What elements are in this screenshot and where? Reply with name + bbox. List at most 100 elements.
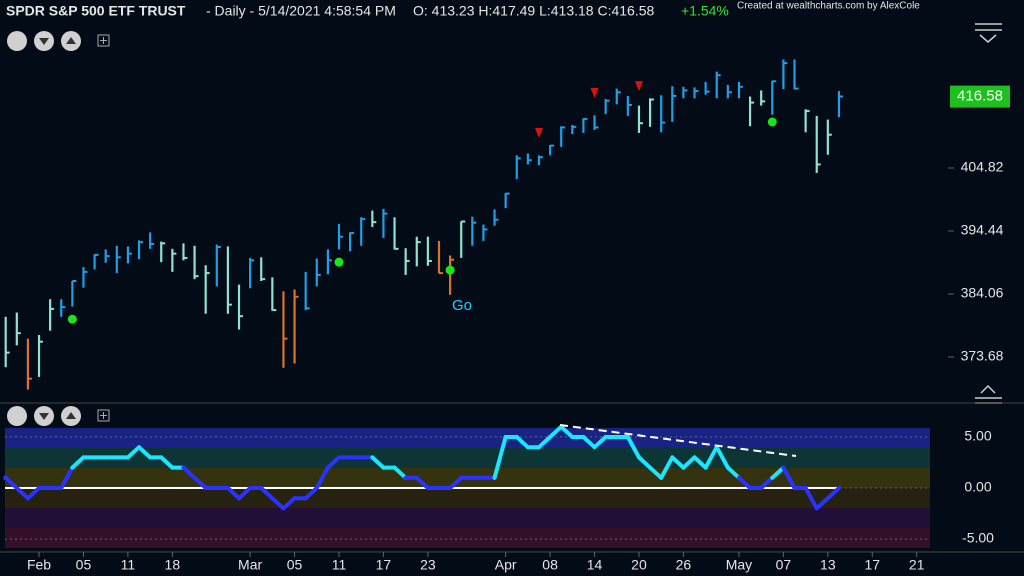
subtitle: - Daily - 5/14/2021 4:58:54 PM [206, 3, 396, 19]
x-tick-label: Apr [495, 557, 517, 573]
x-tick-label: 13 [820, 557, 836, 573]
x-tick-label: 17 [864, 557, 880, 573]
oscillator-segment [492, 434, 508, 480]
oscillator-segment [370, 455, 386, 470]
oscillator-segment [536, 434, 553, 450]
add-button[interactable] [97, 409, 110, 422]
zone-band [5, 528, 930, 549]
oscillator-segment [714, 445, 730, 470]
oscillator-segment [548, 424, 564, 439]
zone-band [5, 508, 930, 529]
x-tick-label: 26 [676, 557, 692, 573]
oscillator-segment [59, 465, 75, 491]
x-tick-label: 11 [121, 557, 136, 573]
down-icon [39, 413, 49, 420]
menu-icon[interactable] [975, 23, 1002, 43]
oscillator-segment [414, 475, 430, 491]
oscillator-segment [325, 455, 341, 470]
countertrend-signal [634, 81, 643, 92]
zone-band [5, 428, 930, 449]
y-tick-label: 394.44 [961, 222, 1004, 238]
oscillator-segment [759, 475, 775, 491]
oscillator-segment [681, 455, 697, 470]
credit: Created at wealthcharts.com by AlexCole [737, 1, 920, 12]
go-signal [767, 117, 777, 127]
trendline [559, 424, 797, 457]
last-price-box [950, 85, 1010, 108]
oscillator-segment [592, 434, 608, 450]
toolbar-top[interactable] [7, 31, 110, 51]
oscillator-segment [181, 465, 197, 480]
x-tick-label: 20 [631, 557, 647, 573]
quote: O: 413.23 H:417.49 L:413.18 C:416.58 [413, 3, 655, 19]
x-tick-label: 21 [909, 557, 925, 573]
oscillator-segment [259, 486, 275, 501]
oscillator-segment [125, 445, 142, 460]
oscillator-segment [303, 486, 319, 501]
y-tick-label: 5.00 [964, 428, 991, 444]
x-tick-label: Feb [27, 557, 51, 573]
oscillator-segment [14, 486, 30, 501]
oscillator-segment [448, 475, 464, 491]
y-tick-label: 384.06 [961, 285, 1004, 301]
oscillator-segment [137, 445, 153, 460]
annotation: Go [452, 297, 472, 314]
x-tick-label: Mar [238, 557, 262, 573]
oscillator-segment [670, 455, 686, 470]
oscillator-segment [636, 455, 653, 470]
oscillator-segment [237, 486, 253, 501]
last-price-label: 416.58 [957, 88, 1003, 105]
y-tick-label: 404.82 [961, 159, 1004, 175]
x-tick-label: May [726, 557, 752, 573]
x-tick-label: 14 [587, 557, 603, 573]
go-signal [445, 265, 455, 275]
x-tick-label: 07 [776, 557, 792, 573]
go-signal [67, 314, 77, 324]
up-icon [66, 37, 76, 44]
oscillator-segment [159, 455, 175, 470]
y-tick-label: 373.68 [961, 348, 1004, 364]
add-icon [100, 37, 107, 44]
oscillator-segment [559, 424, 575, 439]
oscillator-segment [781, 465, 797, 491]
oscillator-segment [770, 465, 786, 480]
oscillator-segment [270, 496, 286, 511]
toolbar-bottom[interactable] [7, 406, 110, 426]
oscillator-segment [514, 434, 530, 450]
expand-button[interactable] [7, 31, 27, 51]
x-tick-label: 08 [542, 557, 558, 573]
oscillator-segment [703, 445, 719, 470]
oscillator-segment [70, 455, 86, 470]
title: SPDR S&P 500 ETF TRUST [6, 3, 186, 19]
oscillator-segment [803, 486, 819, 511]
x-tick-label: 11 [332, 557, 347, 573]
oscillator-segment [625, 434, 641, 460]
oscillator-segment [225, 486, 242, 501]
oscillator-segment [392, 465, 408, 480]
oscillator-segment [825, 486, 841, 501]
zone-band [5, 488, 930, 509]
down-icon [39, 38, 49, 45]
x-tick-label: 23 [420, 557, 436, 573]
up-icon [66, 412, 76, 419]
oscillator-segment [192, 475, 208, 491]
oscillator-segment [814, 496, 830, 511]
oscillator-segment [3, 475, 19, 491]
expand-button[interactable] [7, 406, 27, 426]
oscillator-segment [281, 496, 297, 511]
y-tick-label: -5.00 [962, 530, 994, 546]
oscillator-segment [581, 434, 597, 450]
oscillator-segment [736, 475, 753, 491]
y-tick-label: 0.00 [964, 479, 991, 495]
x-tick-label: 05 [76, 557, 92, 573]
go-signal [334, 257, 344, 267]
oscillator-segment [648, 465, 664, 480]
countertrend-signal [534, 127, 543, 138]
oscillator-segment [725, 465, 741, 480]
countertrend-signal [590, 87, 599, 98]
oscillator-segment [25, 486, 42, 501]
add-button[interactable] [97, 34, 110, 47]
add-icon [100, 412, 107, 419]
